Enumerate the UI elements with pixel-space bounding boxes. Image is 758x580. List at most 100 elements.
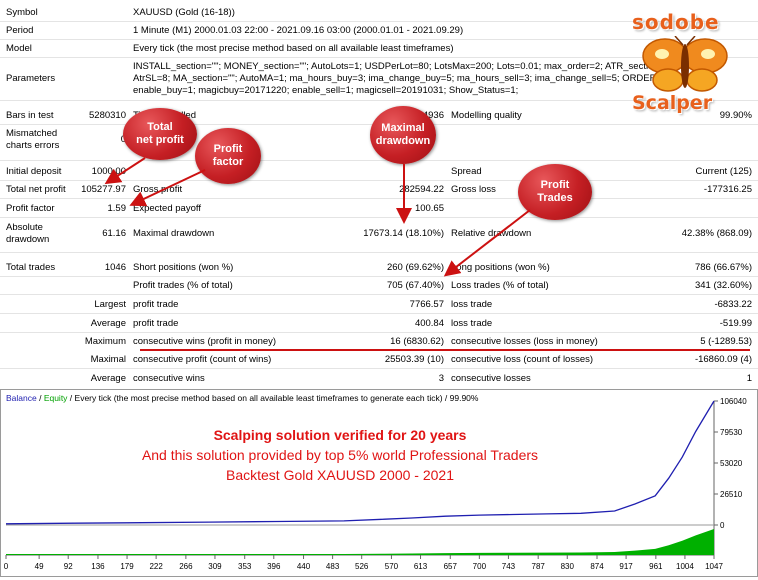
value-avg-consec-losses: 1 <box>746 373 752 384</box>
x-tick-label: 613 <box>414 562 428 571</box>
label-profit-factor: Profit factor <box>6 203 55 214</box>
value-avg-consec-wins: 3 <box>438 373 444 384</box>
label-profit-trades: Profit trades (% of total) <box>133 280 233 291</box>
overlay-line-2: And this solution provided by top 5% wor… <box>141 447 539 463</box>
value-expected-payoff: 100.65 <box>414 203 444 214</box>
value-quality: 99.90% <box>719 110 752 121</box>
x-tick-label: 309 <box>208 562 222 571</box>
label-long-positions: Long positions (won %) <box>451 262 550 273</box>
label-period: Period <box>6 25 34 36</box>
volume-area <box>6 529 714 555</box>
label-net-profit: Total net profit <box>6 184 66 195</box>
value-largest-loss: -6833.22 <box>714 299 752 310</box>
arrow-profit-factor <box>129 169 206 207</box>
x-tick-label: 700 <box>473 562 487 571</box>
x-tick-label: 917 <box>619 562 633 571</box>
label-quality: Modelling quality <box>451 110 522 121</box>
x-tick-label: 657 <box>444 562 458 571</box>
value-average-loss: -519.99 <box>719 318 752 329</box>
value-maximal-drawdown: 17673.14 (18.10%) <box>363 228 444 239</box>
label-gross-loss: Gross loss <box>451 184 496 195</box>
chart-legend: Balance / Equity / Every tick (the most … <box>6 393 478 403</box>
y-tick-label: 79530 <box>720 428 743 437</box>
value-bars: 5280310 <box>89 110 126 121</box>
value-gross-loss: -177316.25 <box>703 184 752 195</box>
label-max-consec-losses: consecutive losses (loss in money) <box>451 336 598 347</box>
x-tick-label: 830 <box>561 562 575 571</box>
value-max-consec-wins: 16 (6830.62) <box>390 336 444 347</box>
x-tick-label: 353 <box>238 562 252 571</box>
value-average-profit: 400.84 <box>414 318 444 329</box>
logo-text-bottom: Scalper <box>632 92 713 114</box>
value-spread: Current (125) <box>695 166 753 177</box>
callout-total-net-profit: Total net profit <box>123 108 197 160</box>
value-maximal-consec-profit: 25503.39 (10) <box>384 354 444 365</box>
y-tick-label: 106040 <box>720 397 747 406</box>
value-symbol: XAUUSD (Gold (16-18)) <box>133 7 235 18</box>
label-loss-trades: Loss trades (% of total) <box>451 280 549 291</box>
value-model: Every tick (the most precise method base… <box>133 43 454 54</box>
value-absolute-drawdown: 61.16 <box>102 228 126 239</box>
label-avg-consec-wins: consecutive wins <box>133 373 205 384</box>
label-parameters: Parameters <box>6 73 56 84</box>
value-profit-trades: 705 (67.40%) <box>386 280 444 291</box>
y-tick-label: 26510 <box>720 490 743 499</box>
value-short-positions: 260 (69.62%) <box>386 262 444 273</box>
label-relative-drawdown: Relative drawdown <box>451 228 532 239</box>
balance-chart: 106040 79530 53020 26510 0 0 49 92 136 179 222 266 3… <box>0 389 758 577</box>
y-tick-label: 53020 <box>720 459 743 468</box>
label-short-positions: Short positions (won %) <box>133 262 234 273</box>
value-parameters: INSTALL_section=""; MONEY_section=""; Au… <box>133 61 714 96</box>
value-relative-drawdown: 42.38% (868.09) <box>681 228 752 239</box>
callout-maximal-drawdown: Maximal drawdown <box>370 106 436 164</box>
x-tick-label: 961 <box>649 562 663 571</box>
label-expected-payoff: Expected payoff <box>133 203 201 214</box>
value-period: 1 Minute (M1) 2000.01.03 22:00 - 2021.09… <box>133 25 464 36</box>
x-tick-label: 1047 <box>705 562 723 571</box>
legend-equity: Equity <box>43 393 68 403</box>
value-net-profit: 105277.97 <box>81 184 126 195</box>
x-tick-label: 1004 <box>676 562 694 571</box>
label-largest: Largest <box>94 299 126 310</box>
x-tick-label: 570 <box>385 562 399 571</box>
label-average-consec: Average <box>90 373 126 384</box>
logo-text-top: sodobe <box>632 10 720 34</box>
highlight-line <box>140 349 750 351</box>
x-tick-label: 49 <box>35 562 44 571</box>
value-profit-factor: 1.59 <box>107 203 127 214</box>
butterfly-icon <box>642 36 728 92</box>
label-gross-profit: Gross profit <box>133 184 183 195</box>
label-max-consec-wins: consecutive wins (profit in money) <box>133 336 277 347</box>
x-tick-label: 874 <box>590 562 604 571</box>
value-maximal-consec-loss: -16860.09 (4) <box>694 354 752 365</box>
x-tick-label: 440 <box>297 562 311 571</box>
callout-profit-factor: Profit factor <box>195 128 261 184</box>
label-model: Model <box>6 43 32 54</box>
label-maximal: Maximal <box>90 354 126 365</box>
label-absolute-drawdown: Absolute drawdown <box>6 222 50 245</box>
label-largest-loss: loss trade <box>451 299 493 310</box>
overlay-line-1: Scalping solution verified for 20 years <box>213 427 467 443</box>
arrow-profit-trades <box>443 209 531 277</box>
x-tick-label: 136 <box>91 562 105 571</box>
label-mismatch: Mismatched charts errors <box>6 128 60 151</box>
x-tick-label: 179 <box>120 562 134 571</box>
value-gross-profit: 282594.22 <box>399 184 444 195</box>
value-long-positions: 786 (66.67%) <box>694 262 752 273</box>
x-tick-label: 396 <box>267 562 281 571</box>
overlay-line-3: Backtest Gold XAUUSD 2000 - 2021 <box>225 467 454 483</box>
x-tick-label: 526 <box>355 562 369 571</box>
label-maximum: Maximum <box>84 336 126 347</box>
value-max-consec-losses: 5 (-1289.53) <box>700 336 752 347</box>
label-maximal-consec-loss: consecutive loss (count of losses) <box>451 354 594 365</box>
label-maximal-consec-profit: consecutive profit (count of wins) <box>133 354 272 365</box>
arrow-net-profit <box>104 157 146 185</box>
x-tick-label: 0 <box>4 562 9 571</box>
x-tick-label: 266 <box>179 562 193 571</box>
x-tick-label: 483 <box>326 562 340 571</box>
x-tick-label: 743 <box>502 562 516 571</box>
chart-frame <box>0 389 758 577</box>
label-spread: Spread <box>451 166 482 177</box>
x-tick-label: 222 <box>149 562 163 571</box>
value-largest-profit: 7766.57 <box>409 299 444 310</box>
